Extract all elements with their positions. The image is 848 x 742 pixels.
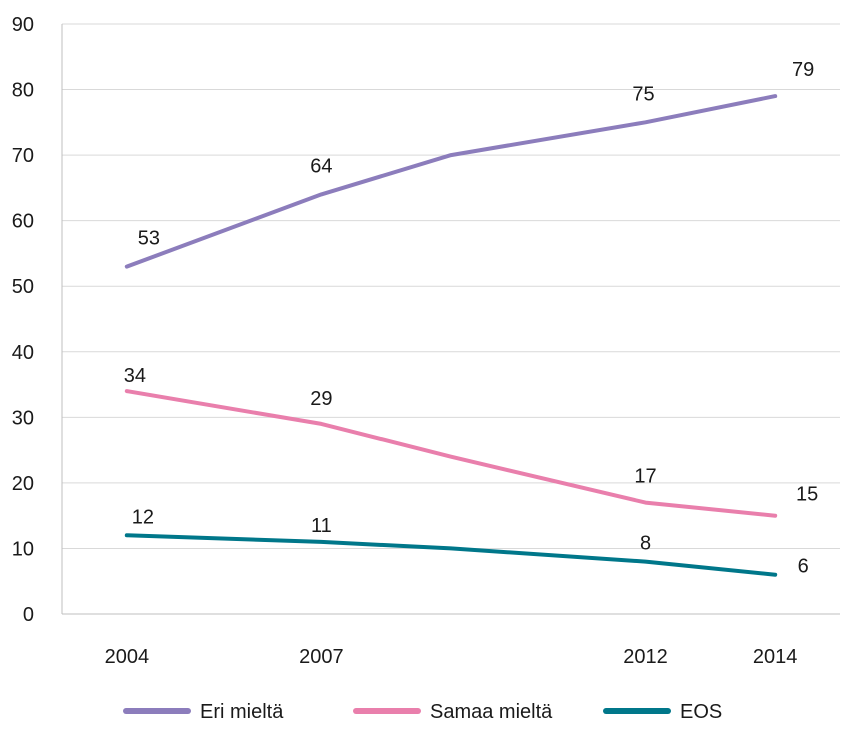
legend-label: EOS bbox=[680, 701, 722, 723]
y-axis: 0 10 20 30 40 50 60 70 80 90 bbox=[12, 14, 63, 626]
y-tick-label: 0 bbox=[23, 604, 34, 626]
data-label: 79 bbox=[792, 59, 814, 81]
series-line-2 bbox=[124, 533, 778, 577]
legend-label: Samaa mieltä bbox=[430, 701, 553, 723]
y-tick-label: 60 bbox=[12, 211, 34, 233]
x-axis: 2004 2007 2012 2014 bbox=[62, 613, 840, 668]
data-label: 11 bbox=[311, 515, 332, 537]
data-label: 6 bbox=[798, 556, 809, 578]
x-tick-label: 2007 bbox=[299, 646, 344, 668]
data-label: 64 bbox=[310, 155, 332, 177]
y-tick-label: 70 bbox=[12, 145, 34, 167]
series-line-0 bbox=[124, 94, 778, 269]
data-label: 15 bbox=[796, 484, 818, 506]
data-label: 8 bbox=[640, 533, 651, 555]
gridlines bbox=[62, 23, 840, 549]
data-label: 29 bbox=[310, 388, 332, 410]
y-tick-label: 40 bbox=[12, 342, 34, 364]
data-labels: 53 64 75 79 34 29 17 15 12 11 8 6 bbox=[124, 59, 819, 578]
series bbox=[124, 94, 778, 577]
data-label: 12 bbox=[132, 506, 154, 528]
x-tick-label: 2014 bbox=[753, 646, 798, 668]
legend-item: Samaa mieltä bbox=[353, 701, 553, 723]
data-label: 34 bbox=[124, 365, 146, 387]
x-tick-label: 2004 bbox=[105, 646, 150, 668]
y-tick-label: 10 bbox=[12, 538, 34, 560]
data-label: 75 bbox=[632, 83, 654, 105]
y-tick-label: 20 bbox=[12, 473, 34, 495]
data-label: 53 bbox=[138, 228, 160, 250]
legend-item: Eri mieltä bbox=[123, 701, 284, 723]
legend-label: Eri mieltä bbox=[200, 701, 284, 723]
y-tick-label: 90 bbox=[12, 14, 34, 36]
y-tick-label: 50 bbox=[12, 276, 34, 298]
y-tick-label: 30 bbox=[12, 407, 34, 429]
legend-item: EOS bbox=[603, 701, 722, 723]
data-label: 17 bbox=[634, 466, 656, 488]
series-line-1 bbox=[124, 389, 778, 518]
y-tick-label: 80 bbox=[12, 80, 34, 102]
legend: Eri mieltä Samaa mieltä EOS bbox=[123, 701, 722, 723]
x-tick-label: 2012 bbox=[623, 646, 668, 668]
